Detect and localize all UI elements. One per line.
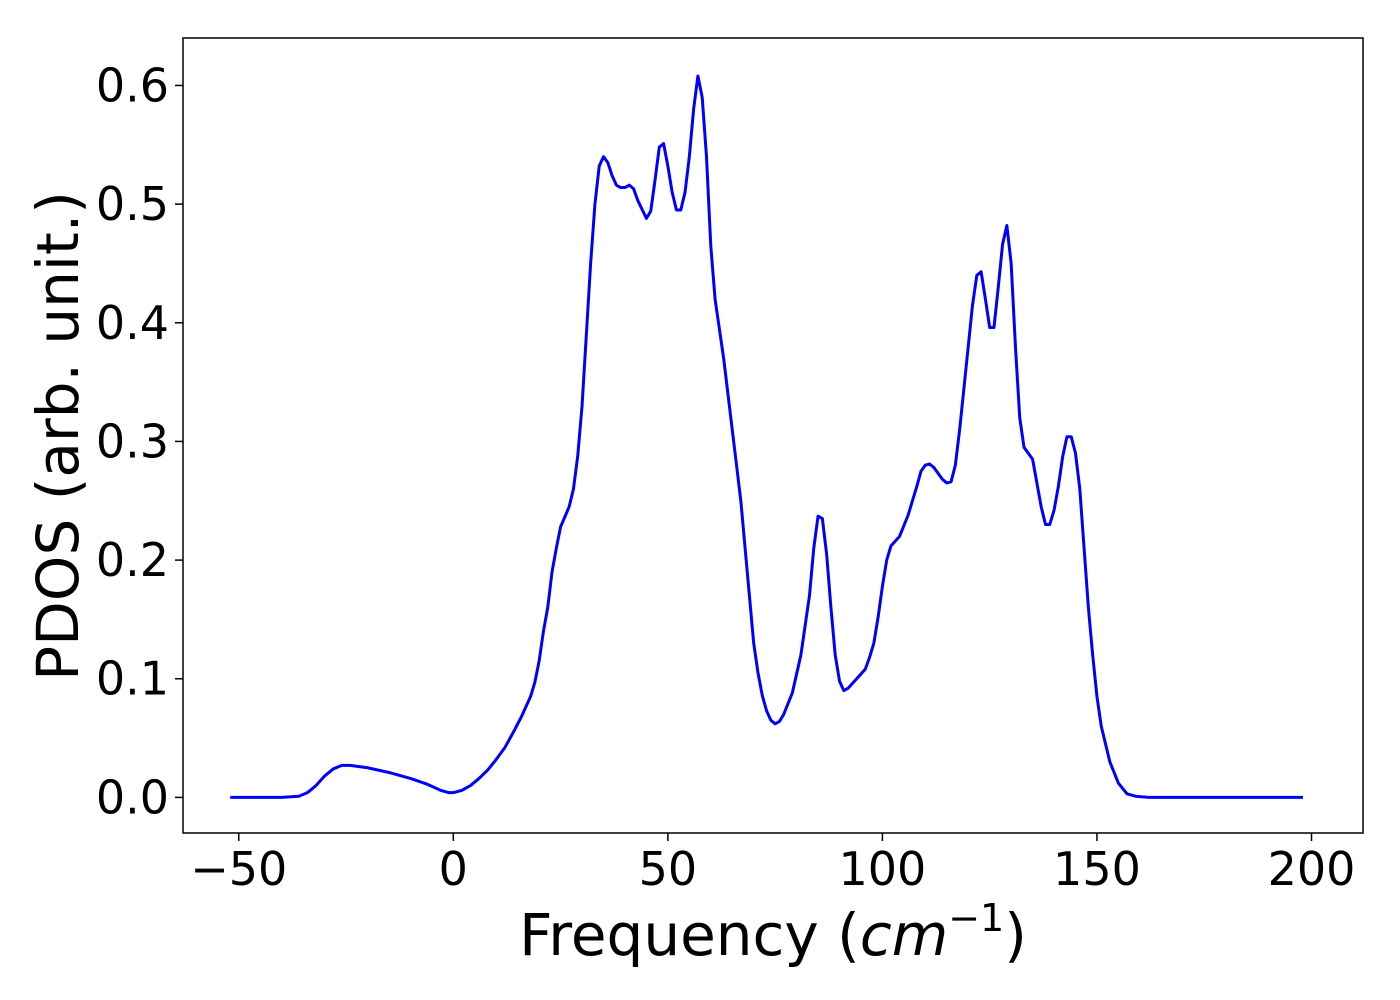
y-tick-label: 0.4 [96,296,169,350]
x-tick-label: −50 [190,842,287,896]
x-tick-label: 100 [839,842,927,896]
x-tick-label: 50 [639,842,698,896]
x-axis-ticks: −50 0 50 100 150 200 [190,833,1355,896]
x-axis-label: Frequency (cm−1) [519,896,1027,969]
y-tick-label: 0.3 [96,414,169,468]
pdos-series-line [230,74,1303,799]
y-tick-label: 0.6 [96,58,169,112]
y-tick-label: 0.1 [96,652,169,706]
y-tick-label: 0.5 [96,177,169,231]
x-tick-label: 0 [439,842,468,896]
y-tick-label: 0.2 [96,533,169,587]
x-tick-label: 200 [1268,842,1356,896]
y-axis-label: PDOS (arb. unit.) [24,191,92,681]
x-tick-label: 150 [1053,842,1141,896]
y-tick-label: 0.0 [96,770,169,824]
plot-frame [182,37,1364,834]
y-axis-ticks: 0.0 0.1 0.2 0.3 0.4 0.5 0.6 [96,58,183,824]
